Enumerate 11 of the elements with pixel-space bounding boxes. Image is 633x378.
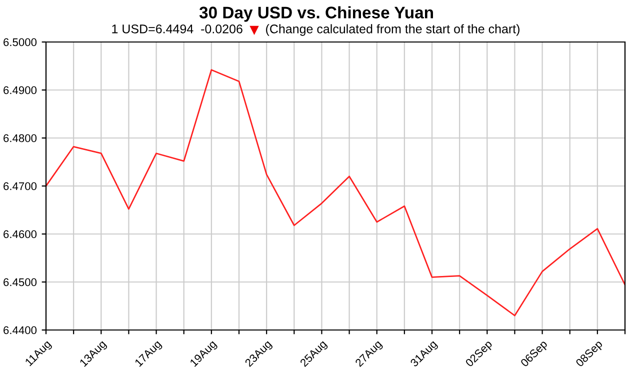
chart-title: 30 Day USD vs. Chinese Yuan (199, 6, 433, 22)
y-tick-label: 6.4800 (4, 134, 37, 142)
chart-subtitle: 1 USD=6.4494 -0.0206 (112, 24, 242, 34)
line-series (46, 69, 625, 316)
y-tick-label: 6.4900 (4, 86, 37, 94)
y-tick-label: 6.5000 (4, 38, 37, 46)
y-tick-label: 6.4700 (4, 182, 37, 190)
y-tick-label: 6.4400 (4, 326, 37, 334)
y-tick-label: 6.4500 (4, 278, 37, 286)
text: (Change calculated from the start of the chart) (266, 24, 520, 36)
y-tick-label: 6.4600 (4, 230, 37, 238)
